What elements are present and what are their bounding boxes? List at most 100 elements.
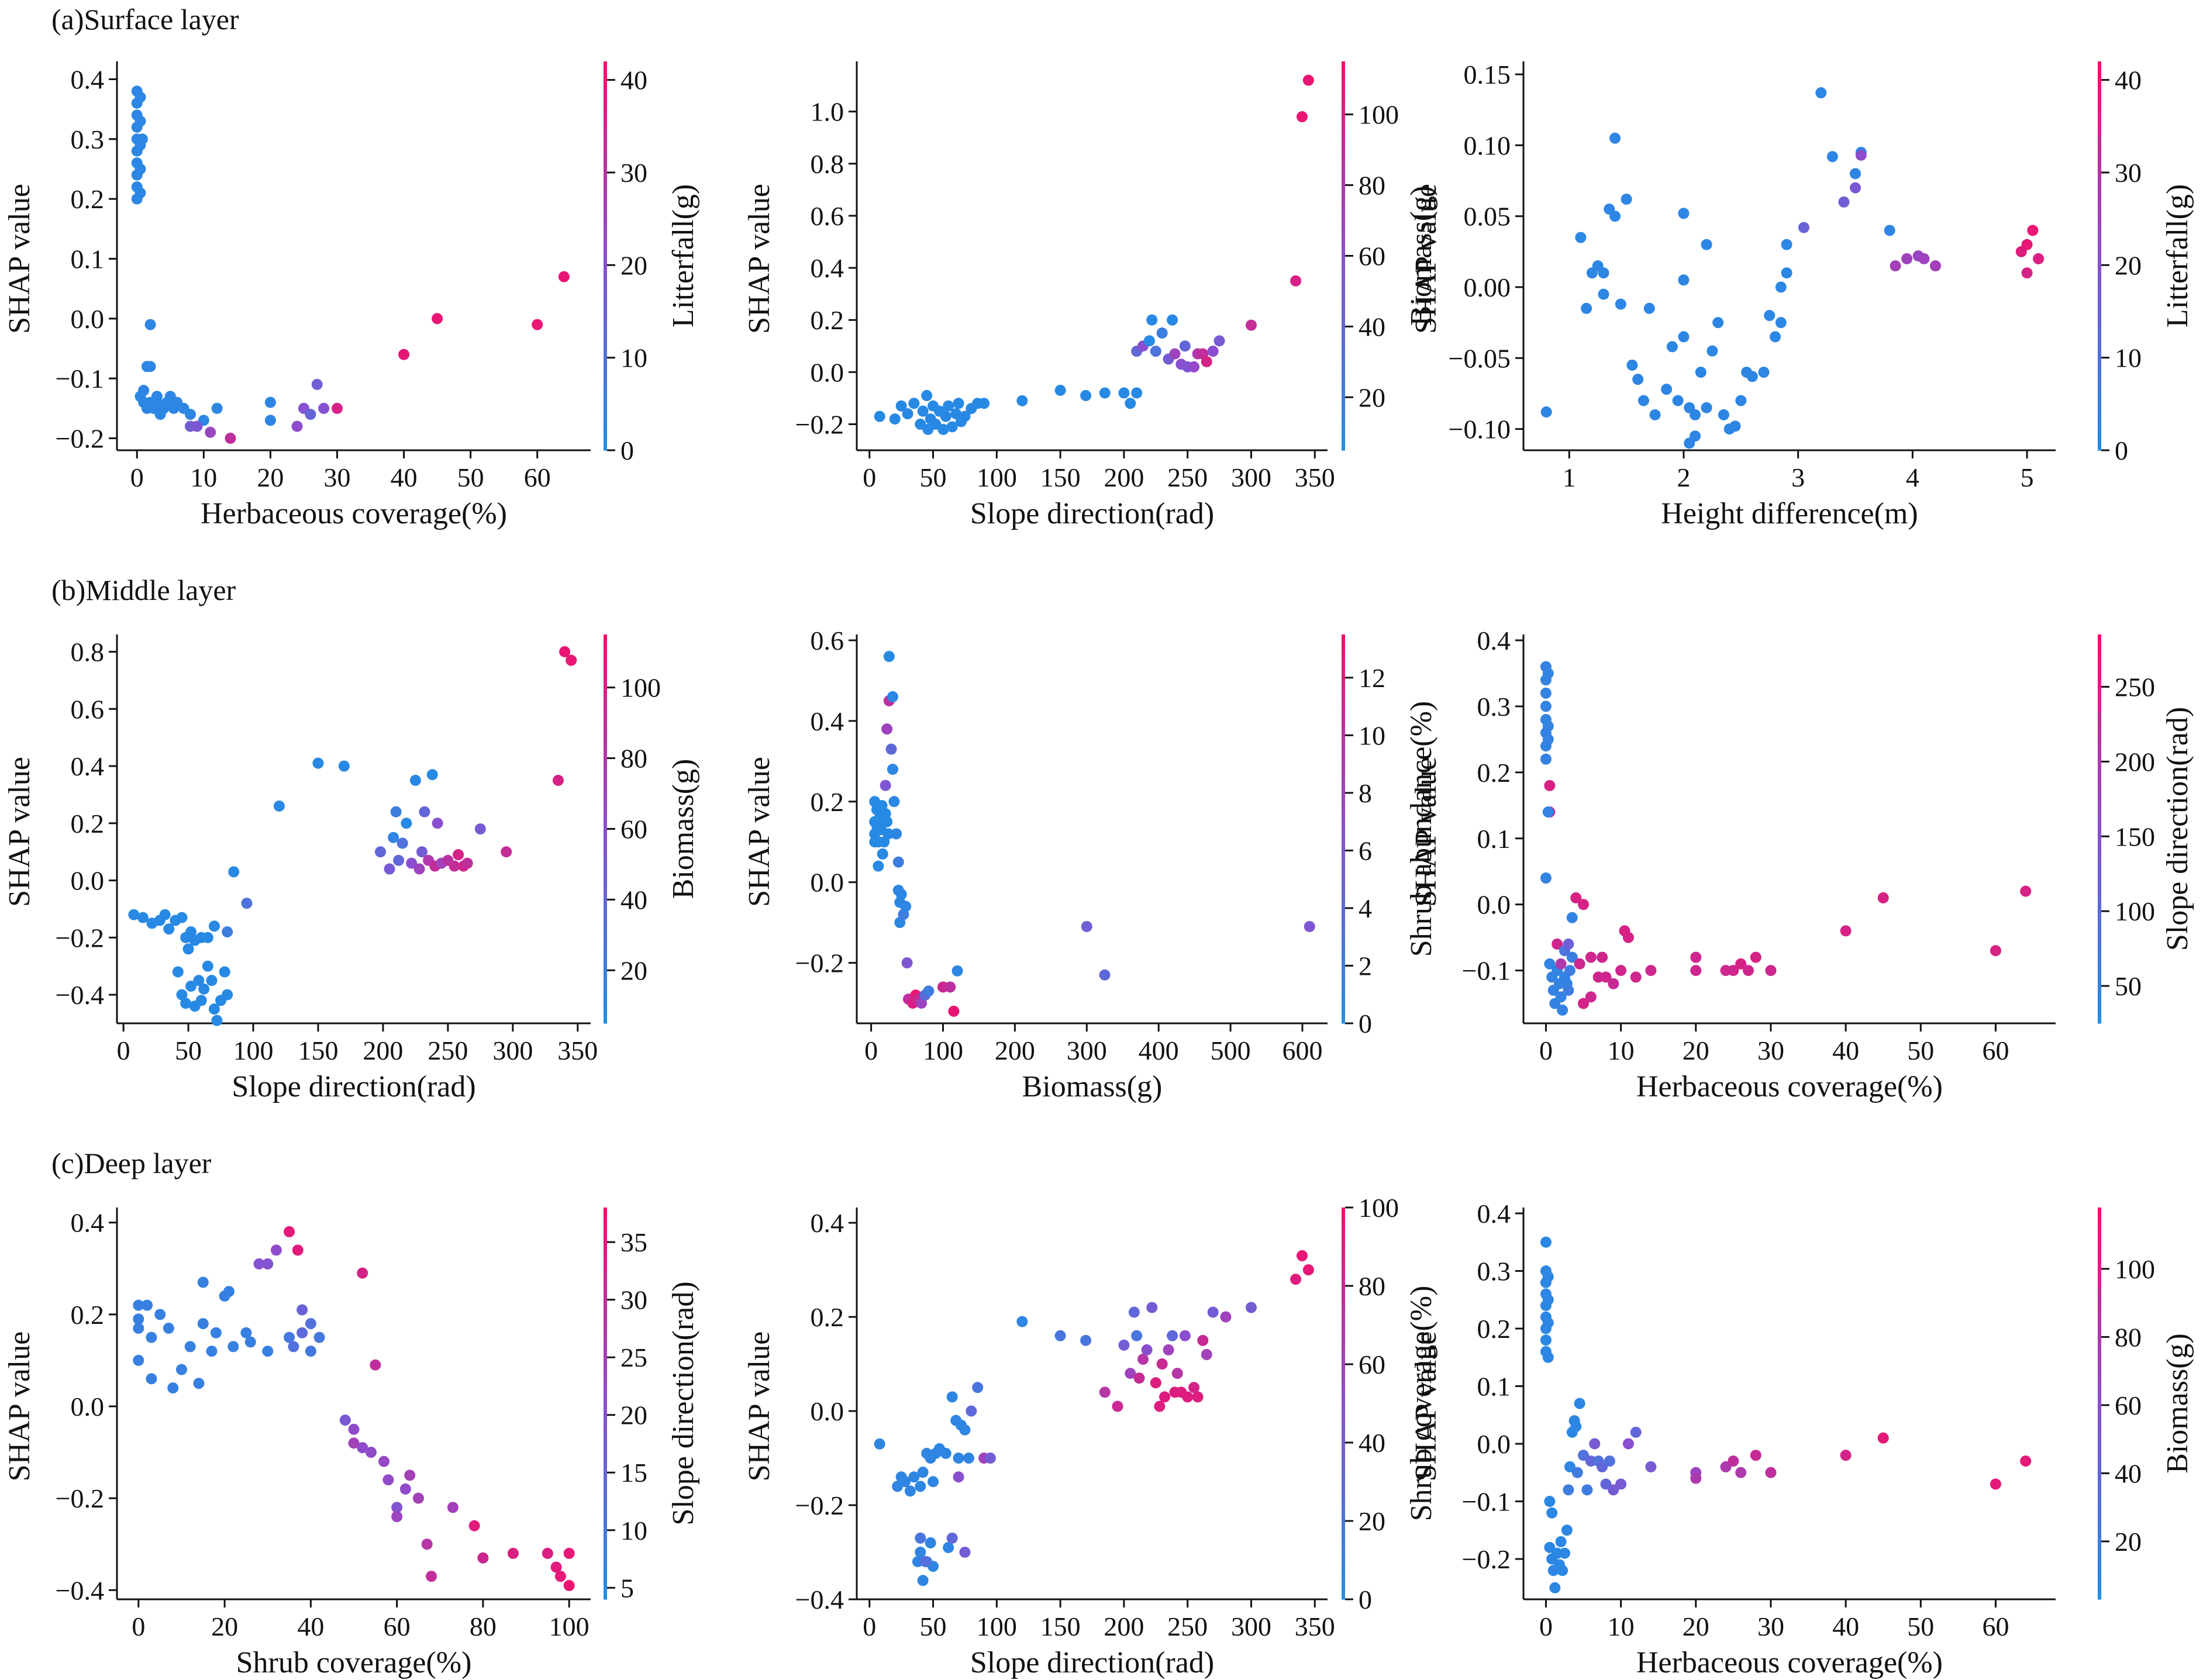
y-tick-label: 0.0	[811, 868, 844, 898]
colorbar-segment	[2098, 132, 2101, 140]
colorbar-segment	[1342, 946, 1345, 953]
colorbar-segment	[604, 654, 607, 661]
colorbar-segment	[2098, 777, 2101, 784]
data-point	[892, 856, 904, 868]
colorbar-segment	[2098, 1560, 2101, 1567]
data-point	[1557, 1565, 1568, 1576]
y-tick-label: 0.8	[71, 637, 105, 667]
row-label-middle: (b)Middle layer	[51, 574, 236, 606]
colorbar-segment	[1342, 139, 1345, 146]
data-point	[1544, 958, 1556, 970]
data-point	[176, 912, 188, 923]
colorbar-segment	[2098, 184, 2101, 192]
data-point	[1561, 1524, 1573, 1536]
colorbar-segment	[1342, 1003, 1345, 1011]
colorbar-segment	[2098, 725, 2101, 732]
colorbar-segment	[1342, 158, 1345, 165]
x-tick-label: 600	[1282, 1036, 1322, 1065]
x-tick-label: 60	[524, 463, 551, 492]
colorbar-segment	[1342, 1364, 1345, 1371]
colorbar-segment	[2098, 359, 2101, 367]
colorbar-segment	[1342, 1240, 1345, 1247]
colorbar-segment	[1342, 171, 1345, 179]
colorbar-segment	[2098, 1410, 2101, 1417]
colorbar-tick-label: 60	[2115, 1391, 2142, 1420]
data-point	[404, 1469, 416, 1481]
data-point	[2021, 267, 2033, 279]
colorbar-segment	[2098, 152, 2101, 159]
x-tick-label: 0	[1539, 1612, 1553, 1641]
colorbar-segment	[1342, 210, 1345, 218]
data-point	[1118, 387, 1130, 399]
data-point	[959, 410, 971, 422]
data-point	[133, 1299, 144, 1311]
data-point	[953, 1453, 964, 1464]
colorbar-segment	[2098, 932, 2101, 940]
colorbar-segment	[604, 106, 607, 114]
colorbar-segment	[2098, 424, 2101, 432]
colorbar-segment	[604, 719, 607, 726]
data-point	[888, 796, 900, 808]
colorbar-segment	[1342, 100, 1345, 108]
colorbar-segment	[1342, 1403, 1345, 1410]
y-tick-label: 1.0	[811, 97, 844, 127]
colorbar-segment	[1342, 641, 1345, 648]
data-point	[1296, 1250, 1308, 1261]
data-point	[292, 1244, 304, 1256]
data-point	[1735, 1467, 1747, 1478]
colorbar-segment	[2098, 692, 2101, 700]
colorbar-segment	[1342, 165, 1345, 173]
colorbar-segment	[1342, 1272, 1345, 1280]
y-tick-label: −0.2	[56, 923, 104, 953]
data-point	[1728, 1455, 1739, 1467]
x-tick-label: 100	[233, 1036, 274, 1065]
colorbar-segment	[1342, 1553, 1345, 1561]
colorbar-segment	[2098, 732, 2101, 739]
data-point	[398, 349, 410, 360]
data-point	[1131, 1330, 1143, 1341]
colorbar-segment	[2098, 68, 2101, 75]
data-point	[984, 1453, 996, 1464]
data-point	[416, 846, 428, 858]
data-point	[1678, 331, 1690, 343]
data-point	[1146, 1302, 1158, 1313]
colorbar-segment	[1342, 1449, 1345, 1456]
x-tick-label: 300	[1231, 463, 1271, 492]
data-point	[532, 319, 543, 330]
data-point	[542, 1547, 553, 1559]
data-point	[1649, 409, 1661, 420]
colorbar-segment	[604, 1214, 607, 1221]
data-point	[1729, 420, 1741, 432]
colorbar-segment	[604, 262, 607, 270]
y-axis-label: SHAP value	[3, 184, 36, 334]
colorbar-tick-label: 100	[1359, 1193, 1399, 1223]
data-point	[1566, 951, 1578, 963]
colorbar-segment	[1342, 249, 1345, 257]
colorbar-segment	[604, 1371, 607, 1378]
colorbar-segment	[1342, 191, 1345, 198]
data-point	[432, 313, 443, 325]
colorbar-segment	[2098, 1390, 2101, 1398]
colorbar-segment	[2098, 74, 2101, 81]
colorbar-segment	[2098, 1003, 2101, 1011]
colorbar-segment	[1342, 437, 1345, 444]
colorbar-segment	[2098, 385, 2101, 392]
data-point	[128, 909, 140, 920]
data-point	[1179, 340, 1191, 352]
data-point	[133, 1322, 144, 1334]
colorbar-segment	[604, 87, 607, 95]
data-point	[1598, 288, 1609, 300]
data-point	[881, 816, 893, 827]
x-tick-label: 2	[1677, 463, 1690, 492]
colorbar-segment	[604, 1312, 607, 1319]
data-point	[937, 423, 949, 435]
data-point	[391, 1502, 403, 1513]
colorbar-segment	[604, 712, 607, 719]
colorbar-segment	[1342, 738, 1345, 746]
colorbar-segment	[2098, 816, 2101, 823]
colorbar-segment	[1342, 1357, 1345, 1365]
data-point	[412, 1492, 424, 1504]
colorbar-segment	[2098, 705, 2101, 713]
data-point	[262, 1258, 274, 1270]
data-point	[946, 1532, 958, 1544]
